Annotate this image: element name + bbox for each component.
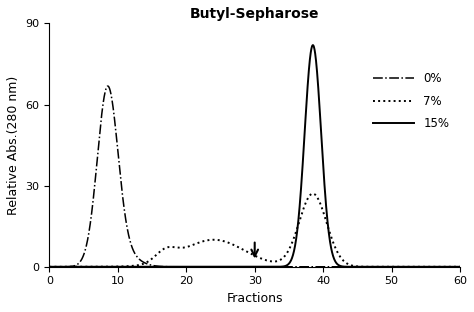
0% <box>446 265 451 269</box>
0% <box>457 265 463 269</box>
Title: Butyl-Sepharose: Butyl-Sepharose <box>190 7 319 21</box>
0% <box>67 265 73 268</box>
7% <box>370 265 376 269</box>
15% <box>446 265 451 269</box>
7% <box>445 265 451 269</box>
0% <box>236 265 241 269</box>
X-axis label: Fractions: Fractions <box>227 292 283 305</box>
Line: 15%: 15% <box>49 45 460 267</box>
0% <box>46 265 52 269</box>
0% <box>105 84 111 88</box>
15% <box>246 265 252 269</box>
Line: 0%: 0% <box>49 86 460 267</box>
15% <box>310 43 316 47</box>
0% <box>246 265 252 269</box>
15% <box>457 265 463 269</box>
15% <box>46 265 52 269</box>
15% <box>445 265 451 269</box>
Y-axis label: Relative Abs.(280 nm): Relative Abs.(280 nm) <box>7 76 20 215</box>
7% <box>67 265 73 269</box>
7% <box>46 265 52 269</box>
7% <box>246 251 252 255</box>
0% <box>445 265 451 269</box>
7% <box>457 265 463 269</box>
15% <box>370 265 376 269</box>
Legend: 0%, 7%, 15%: 0%, 7%, 15% <box>368 68 454 135</box>
15% <box>67 265 73 269</box>
15% <box>235 265 241 269</box>
7% <box>310 192 316 196</box>
7% <box>235 245 241 249</box>
Line: 7%: 7% <box>49 194 460 267</box>
0% <box>370 265 376 269</box>
7% <box>446 265 451 269</box>
